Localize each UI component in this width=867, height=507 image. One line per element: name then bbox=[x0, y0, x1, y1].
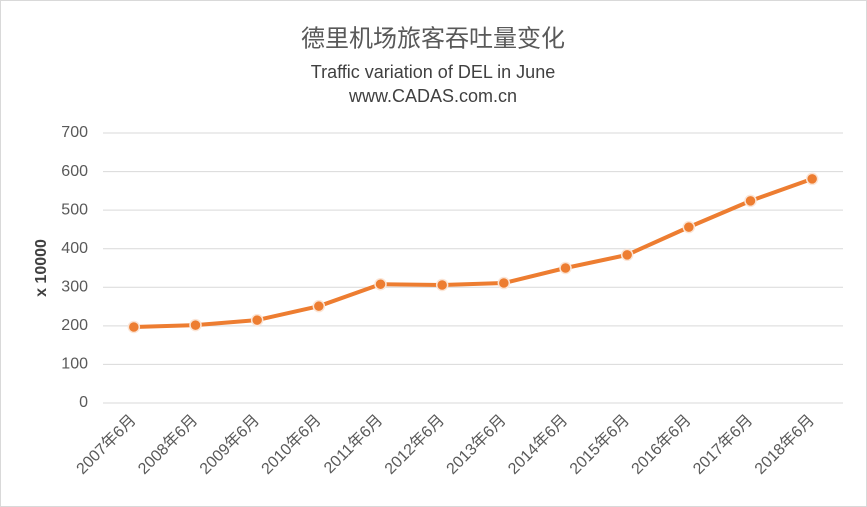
chart-url: www.CADAS.com.cn bbox=[348, 86, 517, 106]
data-point bbox=[620, 248, 634, 262]
data-point bbox=[189, 318, 202, 332]
y-tick-label: 500 bbox=[61, 201, 88, 218]
data-point bbox=[374, 277, 387, 291]
data-point bbox=[250, 313, 264, 327]
y-tick-label: 300 bbox=[61, 279, 88, 296]
y-tick-label: 600 bbox=[61, 163, 88, 180]
y-tick-label: 100 bbox=[61, 356, 88, 373]
data-point bbox=[127, 320, 141, 334]
chart-title: 德里机场旅客吞吐量变化 bbox=[301, 25, 565, 52]
y-axis-label: x 10000 bbox=[33, 239, 50, 297]
data-point bbox=[497, 276, 511, 290]
data-point bbox=[559, 261, 572, 275]
chart-subtitle: Traffic variation of DEL in June bbox=[311, 62, 555, 82]
series-line bbox=[133, 177, 813, 330]
y-tick-label: 400 bbox=[61, 240, 88, 257]
y-tick-label: 0 bbox=[79, 394, 88, 411]
data-point bbox=[744, 194, 757, 208]
data-point bbox=[682, 220, 696, 234]
data-point bbox=[805, 172, 819, 186]
y-tick-label: 700 bbox=[61, 124, 88, 141]
data-point bbox=[312, 299, 326, 313]
data-point bbox=[435, 278, 449, 292]
y-tick-label: 200 bbox=[61, 317, 88, 334]
